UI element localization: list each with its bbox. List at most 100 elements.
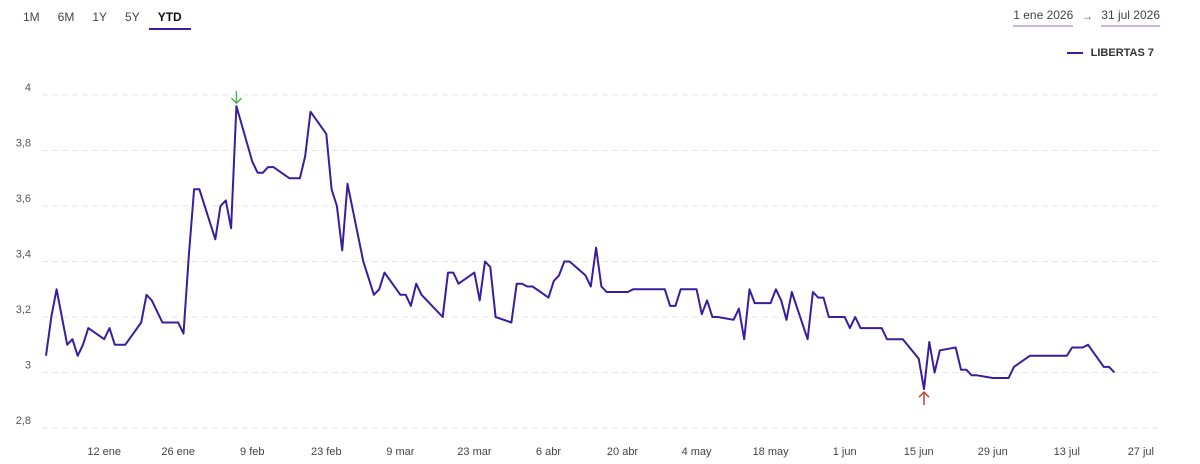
data-point	[1070, 346, 1074, 350]
data-point	[224, 198, 228, 202]
data-point	[1112, 371, 1116, 375]
data-point	[821, 296, 825, 300]
end-date-field[interactable]: 31 jul 2026	[1101, 8, 1160, 27]
data-point	[742, 337, 746, 341]
tab-ytd[interactable]: YTD	[148, 8, 191, 30]
data-point	[594, 246, 598, 250]
x-tick-label: 29 jun	[978, 446, 1008, 458]
data-point	[414, 282, 418, 286]
data-point	[557, 273, 561, 277]
data-point	[478, 298, 482, 302]
data-point	[219, 204, 223, 208]
data-point	[367, 276, 371, 280]
data-point	[896, 337, 900, 341]
data-point	[150, 298, 154, 302]
data-point	[710, 315, 714, 319]
data-point	[642, 287, 646, 291]
data-point	[76, 354, 80, 358]
data-point	[679, 287, 683, 291]
data-point	[494, 315, 498, 319]
data-point	[732, 318, 736, 322]
data-point	[663, 287, 667, 291]
data-point	[293, 176, 297, 180]
data-point	[927, 340, 931, 344]
data-point	[970, 373, 974, 377]
data-point	[1012, 365, 1016, 369]
y-tick-label: 4	[25, 82, 31, 94]
x-tick-label: 26 ene	[161, 446, 195, 458]
y-axis-ticks: 2,8 3 3,2 3,4 3,6 3,8 4	[16, 82, 31, 427]
data-point	[959, 368, 963, 372]
data-point	[658, 287, 662, 291]
data-point	[605, 290, 609, 294]
data-point	[483, 260, 487, 264]
series-line	[45, 105, 1116, 391]
data-point	[144, 293, 148, 297]
data-point	[65, 343, 69, 347]
data-point	[938, 348, 942, 352]
data-point	[1065, 354, 1069, 358]
data-point	[271, 165, 275, 169]
data-point	[705, 298, 709, 302]
data-point	[880, 326, 884, 330]
data-point	[1107, 365, 1111, 369]
data-point	[864, 326, 868, 330]
data-point	[917, 357, 921, 361]
y-tick-label: 3,2	[16, 304, 31, 316]
data-point	[335, 204, 339, 208]
tab-6m[interactable]: 6M	[49, 8, 84, 30]
legend-swatch	[1066, 52, 1083, 54]
data-point	[753, 301, 757, 305]
data-point	[298, 176, 302, 180]
data-point	[176, 321, 180, 325]
data-point	[266, 165, 270, 169]
data-point	[451, 271, 455, 275]
series-layer	[45, 105, 1116, 391]
data-point	[991, 376, 995, 380]
data-point	[843, 315, 847, 319]
data-point	[853, 315, 857, 319]
data-point	[182, 332, 186, 336]
data-point	[933, 371, 937, 375]
x-tick-label: 18 may	[753, 446, 790, 458]
marker-layer	[230, 91, 930, 406]
y-tick-label: 3,4	[16, 249, 31, 261]
data-point	[790, 290, 794, 294]
tab-5y[interactable]: 5Y	[116, 8, 149, 30]
chart-legend: LIBERTAS 7	[1066, 47, 1154, 59]
data-point	[631, 287, 635, 291]
x-tick-label: 1 jun	[833, 446, 857, 458]
x-tick-label: 9 mar	[386, 446, 414, 458]
data-point	[1049, 354, 1053, 358]
data-point	[546, 296, 550, 300]
data-point	[737, 307, 741, 311]
tab-1m[interactable]: 1M	[14, 8, 49, 30]
data-point	[1044, 354, 1048, 358]
data-point	[811, 290, 815, 294]
data-point	[621, 290, 625, 294]
data-point	[695, 287, 699, 291]
data-point	[599, 284, 603, 288]
data-point	[361, 260, 365, 264]
data-point	[848, 326, 852, 330]
data-point	[859, 326, 863, 330]
x-tick-label: 27 jul	[1128, 446, 1154, 458]
data-point	[404, 293, 408, 297]
y-tick-label: 3,6	[16, 193, 31, 205]
data-point	[330, 187, 334, 191]
x-tick-label: 20 abr	[607, 446, 639, 458]
data-point	[229, 226, 233, 230]
start-date-field[interactable]: 1 ene 2026	[1013, 8, 1074, 27]
data-point	[377, 287, 381, 291]
x-axis-ticks: 12 ene 26 ene 9 feb 23 feb 9 mar 23 mar 6 abr 2…	[87, 446, 1154, 458]
data-point	[1038, 354, 1042, 358]
data-point	[261, 171, 265, 175]
data-point	[488, 265, 492, 269]
data-point	[885, 337, 889, 341]
data-point	[509, 321, 513, 325]
tab-1y[interactable]: 1Y	[83, 8, 116, 30]
data-point	[515, 282, 519, 286]
data-point	[70, 337, 74, 341]
data-point	[901, 337, 905, 341]
data-point	[155, 309, 159, 313]
